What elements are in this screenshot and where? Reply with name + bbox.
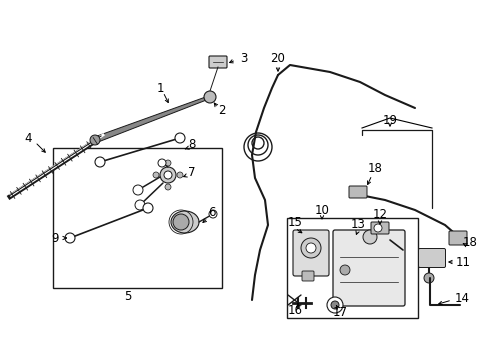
Text: 4: 4 — [24, 131, 32, 144]
Text: 20: 20 — [270, 51, 285, 64]
Bar — [286, 218, 417, 318]
Text: 6: 6 — [208, 206, 215, 219]
Bar — [53, 148, 222, 288]
Text: 2: 2 — [218, 104, 225, 117]
Circle shape — [133, 185, 142, 195]
Text: 13: 13 — [350, 219, 365, 231]
Text: 1: 1 — [156, 81, 163, 94]
Circle shape — [164, 184, 171, 190]
FancyBboxPatch shape — [302, 271, 313, 281]
FancyBboxPatch shape — [448, 231, 466, 245]
Text: 15: 15 — [287, 216, 302, 229]
Polygon shape — [94, 96, 210, 143]
Text: 7: 7 — [188, 166, 195, 179]
Circle shape — [135, 200, 145, 210]
Text: 11: 11 — [454, 256, 469, 269]
Text: 12: 12 — [372, 208, 386, 221]
Circle shape — [95, 157, 105, 167]
Circle shape — [330, 301, 338, 309]
Circle shape — [326, 297, 342, 313]
Circle shape — [158, 159, 165, 167]
Circle shape — [203, 91, 216, 103]
Circle shape — [423, 273, 433, 283]
FancyBboxPatch shape — [292, 230, 328, 276]
Circle shape — [301, 238, 320, 258]
Circle shape — [175, 133, 184, 143]
Circle shape — [90, 135, 100, 145]
Circle shape — [153, 172, 159, 178]
Text: 3: 3 — [240, 51, 247, 64]
Text: 16: 16 — [287, 303, 302, 316]
Circle shape — [362, 230, 376, 244]
Text: 5: 5 — [124, 289, 131, 302]
Circle shape — [163, 171, 172, 179]
Circle shape — [65, 233, 75, 243]
Circle shape — [142, 203, 153, 213]
Ellipse shape — [171, 211, 199, 233]
Text: 18: 18 — [367, 162, 382, 175]
Text: 14: 14 — [453, 292, 468, 305]
Text: 8: 8 — [188, 139, 195, 152]
Circle shape — [164, 160, 171, 166]
Circle shape — [177, 172, 183, 178]
FancyBboxPatch shape — [208, 56, 226, 68]
Text: 19: 19 — [382, 113, 397, 126]
Circle shape — [208, 210, 217, 218]
Text: 18: 18 — [462, 235, 476, 248]
FancyBboxPatch shape — [332, 230, 404, 306]
FancyBboxPatch shape — [348, 186, 366, 198]
Text: 9: 9 — [51, 231, 59, 244]
Circle shape — [339, 265, 349, 275]
Text: 10: 10 — [314, 203, 329, 216]
FancyBboxPatch shape — [370, 222, 388, 234]
Text: 17: 17 — [332, 306, 347, 319]
FancyBboxPatch shape — [418, 248, 445, 267]
Circle shape — [305, 243, 315, 253]
Circle shape — [173, 214, 189, 230]
Circle shape — [373, 224, 381, 232]
Circle shape — [160, 167, 176, 183]
